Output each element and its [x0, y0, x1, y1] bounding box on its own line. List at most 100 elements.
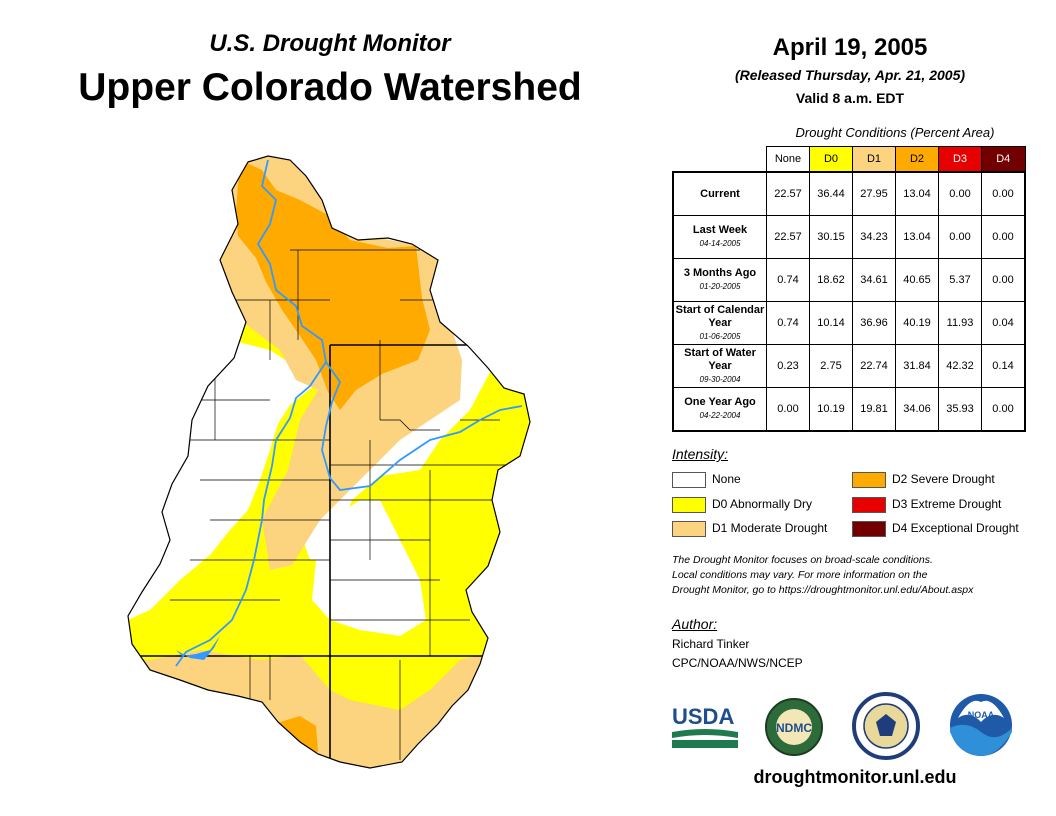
table-cell: 0.00: [981, 215, 1026, 259]
d2-south-spot: [280, 716, 318, 752]
colorado-river: [175, 159, 523, 667]
disclaimer-note: The Drought Monitor focuses on broad-sca…: [672, 554, 974, 596]
table-cell: 0.00: [938, 171, 982, 216]
table-header-row: None D0 D1 D2 D3 D4: [673, 146, 1026, 173]
ndmc-logo: NDMC: [765, 698, 823, 756]
table-cell: 0.74: [766, 258, 810, 302]
valid-time: Valid 8 a.m. EDT: [795, 90, 905, 106]
col-header-d3: D3: [938, 146, 982, 173]
usda-logo: USDA: [672, 704, 738, 748]
map-title: Upper Colorado Watershed: [78, 66, 582, 109]
table-row: 3 Months Ago 01-20-2005 0.74 18.62 34.61 …: [672, 258, 1026, 302]
svg-text:USDA: USDA: [672, 704, 734, 729]
legend-swatch: [672, 496, 706, 513]
table-row: Start of Water Year 09-30-2004 0.23 2.75 …: [672, 344, 1026, 388]
table-cell: 0.00: [938, 215, 982, 259]
table-cell: 0.00: [981, 387, 1026, 432]
table-cell: 34.61: [852, 258, 896, 302]
row-date: 01-06-2005: [699, 331, 741, 341]
table-row: Last Week 04-14-2005 22.57 30.15 34.23 13…: [672, 215, 1026, 259]
table-cell: 30.15: [809, 215, 853, 259]
legend-item-d3: D3 Extreme Drought: [852, 496, 1001, 513]
table-cell: 0.23: [766, 344, 810, 388]
table-cell: 42.32: [938, 344, 982, 388]
legend-swatch: [852, 496, 886, 513]
table-cell: 40.65: [895, 258, 939, 302]
author-org: CPC/NOAA/NWS/NCEP: [672, 656, 803, 670]
legend-swatch: [672, 520, 706, 537]
table-cell: 0.04: [981, 301, 1026, 345]
row-date: 01-20-2005: [699, 282, 741, 291]
row-label: Last Week 04-14-2005: [672, 215, 767, 259]
table-cell: 22.57: [766, 171, 810, 216]
table-cell: 10.19: [809, 387, 853, 432]
legend-item-d2: D2 Severe Drought: [852, 471, 995, 488]
map-date: April 19, 2005: [772, 34, 928, 61]
white-east-area: [312, 500, 426, 636]
table-row: Start of Calendar Year 01-06-2005 0.74 10…: [672, 301, 1026, 345]
table-cell: 0.00: [981, 171, 1026, 216]
row-date: 04-22-2004: [699, 411, 741, 420]
release-date: (Released Thursday, Apr. 21, 2005): [734, 67, 966, 83]
map-subtitle: U.S. Drought Monitor: [209, 30, 451, 57]
col-header-none: None: [766, 146, 810, 173]
legend-title: Intensity:: [672, 446, 729, 462]
table-caption: Drought Conditions (Percent Area): [795, 125, 995, 140]
svg-text:NDMC: NDMC: [776, 721, 812, 735]
row-date: 09-30-2004: [699, 374, 741, 384]
row-label: Start of Calendar Year 01-06-2005: [672, 301, 767, 345]
table-cell: 0.14: [981, 344, 1026, 388]
table-cell: 0.00: [766, 387, 810, 432]
table-cell: 22.74: [852, 344, 896, 388]
d0-south-band: [200, 640, 470, 696]
col-header-d0: D0: [809, 146, 853, 173]
table-cell: 34.23: [852, 215, 896, 259]
legend-swatch: [672, 471, 706, 488]
row-label: 3 Months Ago 01-20-2005: [672, 258, 767, 302]
row-label: One Year Ago 04-22-2004: [672, 387, 767, 432]
col-header-d4: D4: [981, 146, 1026, 173]
table-cell: 5.37: [938, 258, 982, 302]
table-cell: 0.00: [981, 258, 1026, 302]
table-cell: 40.19: [895, 301, 939, 345]
legend-item-d4: D4 Exceptional Drought: [852, 520, 1019, 537]
table-row: Current 22.57 36.44 27.95 13.04 0.00 0.0…: [672, 171, 1026, 216]
table-cell: 0.74: [766, 301, 810, 345]
drought-conditions-table: None D0 D1 D2 D3 D4 Current 22.57 36.44 …: [672, 146, 1026, 432]
commerce-seal-logo: [852, 692, 920, 760]
table-cell: 22.57: [766, 215, 810, 259]
basin-outline: [127, 155, 531, 769]
table-cell: 13.04: [895, 215, 939, 259]
author-heading: Author:: [672, 616, 718, 632]
legend-swatch: [852, 520, 886, 537]
table-cell: 27.95: [852, 171, 896, 216]
d2-zone: [236, 160, 430, 410]
website-url[interactable]: droughtmonitor.unl.edu: [753, 767, 957, 787]
table-cell: 19.81: [852, 387, 896, 432]
legend-swatch: [852, 471, 886, 488]
row-label: Current: [672, 171, 767, 216]
table-cell: 13.04: [895, 171, 939, 216]
table-cell: 36.96: [852, 301, 896, 345]
table-cell: 36.44: [809, 171, 853, 216]
table-cell: 2.75: [809, 344, 853, 388]
county-lines: [170, 249, 520, 768]
table-cell: 10.14: [809, 301, 853, 345]
table-cell: 18.62: [809, 258, 853, 302]
noaa-logo: NOAA: [950, 694, 1012, 756]
drought-map: [127, 155, 531, 769]
table-cell: 31.84: [895, 344, 939, 388]
legend-item-d0: D0 Abnormally Dry: [672, 496, 812, 513]
white-west-area: [128, 358, 292, 620]
table-cell: 35.93: [938, 387, 982, 432]
table-row: One Year Ago 04-22-2004 0.00 10.19 19.81 …: [672, 387, 1026, 432]
svg-text:NOAA: NOAA: [968, 710, 995, 720]
row-date: 04-14-2005: [699, 239, 741, 248]
col-header-d2: D2: [895, 146, 939, 173]
row-label: Start of Water Year 09-30-2004: [672, 344, 767, 388]
legend-item-d1: D1 Moderate Drought: [672, 520, 827, 537]
table-cell: 34.06: [895, 387, 939, 432]
legend-item-none: None: [672, 471, 741, 488]
lake-powell: [176, 636, 220, 660]
author-name: Richard Tinker: [672, 637, 750, 651]
